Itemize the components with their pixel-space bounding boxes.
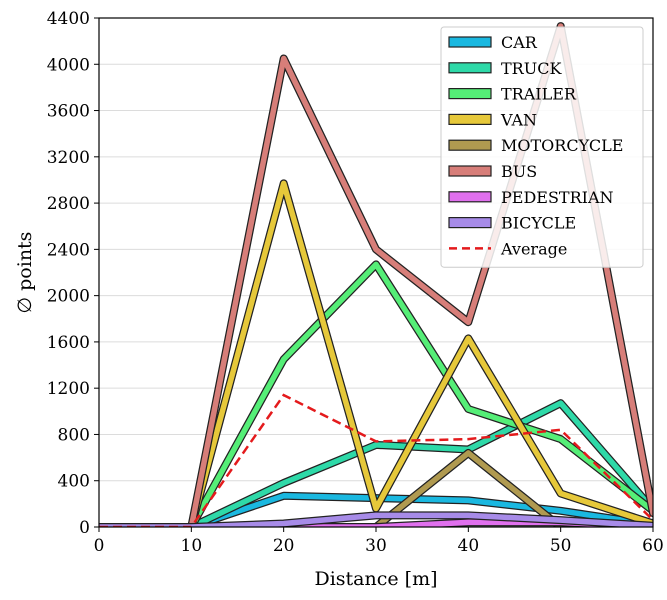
axis-ticks: 0 10 20 30 40 50 60 0 400 800 1200 1600 2000 2400 2800… — [47, 9, 664, 556]
x-tick-label: 50 — [550, 536, 572, 556]
series-trailer-outline — [99, 260, 653, 527]
y-tick-label: 1600 — [47, 333, 90, 353]
legend-item-average: Average — [449, 239, 567, 258]
legend-swatch — [448, 191, 492, 203]
legend-box — [440, 26, 644, 268]
series-motorcycle-stroke — [373, 450, 564, 527]
series-bus-stroke — [99, 23, 653, 527]
y-tick-label: 4400 — [47, 9, 90, 29]
x-tick-label: 10 — [181, 536, 203, 556]
legend-label: CAR — [501, 33, 538, 52]
y-tick-label: 2000 — [47, 287, 90, 307]
y-tick-label: 1200 — [47, 379, 90, 399]
legend-swatch — [448, 113, 492, 126]
y-axis-label: ∅ points — [14, 232, 36, 314]
y-tick-label: 2800 — [47, 194, 90, 214]
y-tick-label: 3200 — [47, 148, 90, 168]
legend-label: TRUCK — [501, 59, 562, 78]
series-truck-stroke — [99, 400, 653, 527]
legend-label: BUS — [501, 162, 537, 181]
legend-swatch — [448, 62, 492, 74]
x-tick-label: 60 — [642, 536, 664, 556]
series-lines — [99, 22, 653, 527]
legend-item-truck: TRUCK — [448, 59, 562, 78]
legend-swatch — [448, 217, 492, 229]
series-trailer-line — [99, 260, 653, 527]
y-tick-label: 3600 — [47, 102, 90, 122]
series-bicycle-stroke — [99, 512, 653, 527]
legend-item-pedestrian: PEDESTRIAN — [448, 188, 614, 207]
legend-swatch — [448, 165, 492, 177]
x-tick-label: 30 — [365, 536, 387, 556]
legend-label: PEDESTRIAN — [501, 188, 614, 207]
legend-item-bicycle: BICYCLE — [448, 214, 576, 233]
y-tick-label: 400 — [58, 472, 90, 492]
y-tick-label: 0 — [79, 518, 90, 538]
legend-label: BICYCLE — [501, 214, 576, 233]
x-axis-label: Distance [m] — [314, 568, 437, 590]
x-tick-label: 20 — [273, 536, 295, 556]
x-tick-label: 40 — [458, 536, 480, 556]
y-tick-label: 800 — [58, 425, 90, 445]
legend-item-van: VAN — [448, 110, 537, 129]
y-tick-label: 2400 — [47, 240, 90, 260]
legend-swatch — [448, 139, 492, 151]
legend-item-trailer: TRAILER — [448, 85, 577, 104]
y-tick-label: 4000 — [47, 55, 90, 75]
legend-label: VAN — [500, 110, 537, 129]
x-tick-label: 0 — [94, 536, 105, 556]
legend-item-motorcycle: MOTORCYCLE — [448, 136, 623, 155]
legend-label: TRAILER — [501, 85, 577, 104]
legend: CAR TRUCK TRAILER VAN MOTORCYCLE BUS PEDESTRIA… — [440, 26, 644, 268]
legend-item-bus: BUS — [448, 162, 537, 181]
legend-swatch — [448, 87, 492, 100]
legend-label: Average — [500, 239, 567, 258]
legend-swatch — [448, 36, 492, 48]
legend-label: MOTORCYCLE — [501, 136, 623, 155]
series-trailer-stroke — [99, 261, 653, 527]
legend-item-car: CAR — [448, 33, 538, 52]
